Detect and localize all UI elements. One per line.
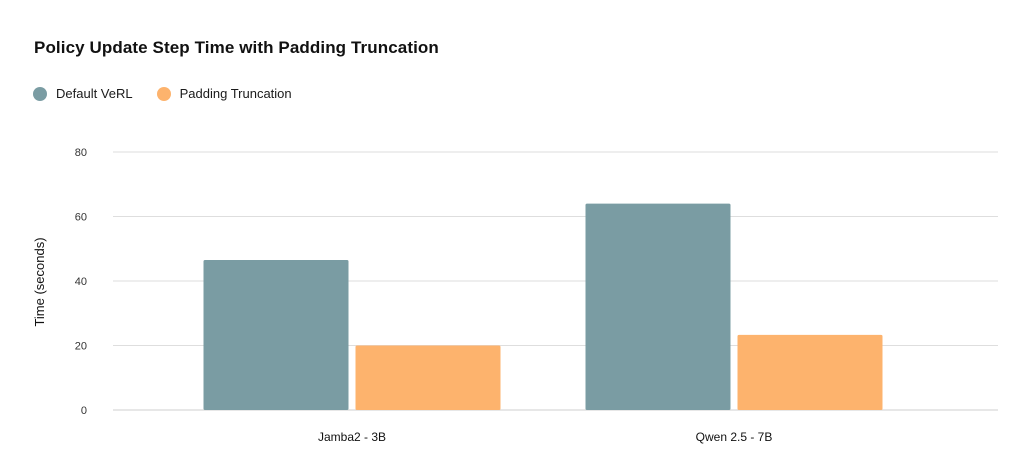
legend-swatch-default-verl — [33, 86, 47, 101]
legend-label-default-verl: Default VeRL — [56, 86, 133, 101]
category-labels: Jamba2 - 3B Qwen 2.5 - 7B — [318, 430, 772, 444]
x-category-label-qwen-2-5-7b: Qwen 2.5 - 7B — [696, 430, 773, 444]
y-tick-label-80: 80 — [75, 147, 87, 159]
bar-default-verl-jamba2-3b — [203, 260, 349, 410]
bar-padding-truncation-jamba2-3b — [355, 345, 501, 410]
y-tick-labels: 0 20 40 60 80 — [75, 147, 87, 417]
bar-padding-truncation-qwen-2-5-7b — [737, 334, 883, 410]
legend-swatch-padding-truncation — [156, 86, 171, 101]
y-tick-label-20: 20 — [75, 341, 87, 353]
x-category-label-jamba2-3b: Jamba2 - 3B — [318, 430, 386, 444]
legend-item-padding-truncation: Padding Truncation — [156, 86, 292, 101]
y-axis-label: Time (seconds) — [32, 237, 47, 326]
bar-default-verl-qwen-2-5-7b — [585, 203, 731, 410]
legend: Default VeRL Padding Truncation — [33, 86, 316, 101]
y-tick-label-40: 40 — [75, 276, 87, 288]
y-tick-label-0: 0 — [81, 405, 87, 417]
y-tick-label-60: 60 — [75, 212, 87, 224]
chart-title: Policy Update Step Time with Padding Tru… — [34, 38, 439, 57]
legend-item-default-verl: Default VeRL — [33, 86, 133, 101]
bars — [203, 203, 883, 410]
legend-label-padding-truncation: Padding Truncation — [179, 86, 292, 101]
